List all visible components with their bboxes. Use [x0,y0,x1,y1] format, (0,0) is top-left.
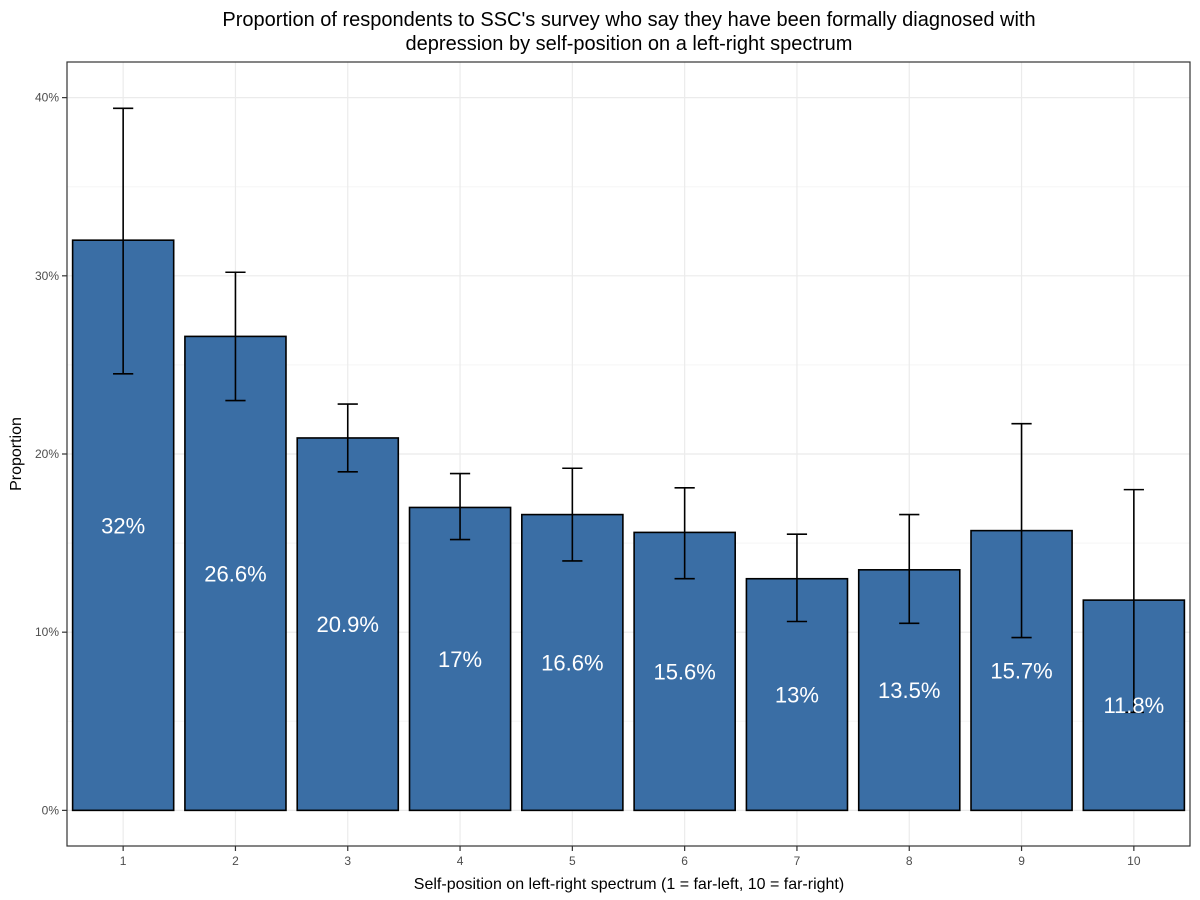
data-label: 13.5% [878,678,940,703]
chart-title-line-2: depression by self-position on a left-ri… [406,33,853,55]
y-axis-title: Proportion [8,417,25,491]
error-bar [225,271,246,402]
data-label: 15.6% [653,659,715,684]
x-tick-label: 5 [569,854,576,868]
error-bar [1123,488,1144,714]
x-tick-label: 6 [681,854,688,868]
x-tick-label: 9 [1018,854,1025,868]
error-bar [786,533,808,623]
bar [184,335,287,812]
data-label: 16.6% [541,650,603,675]
data-label: 11.8% [1103,693,1164,718]
data-label: 26.6% [204,561,266,586]
bars [71,239,1186,812]
data-labels: 32% 26.6% 20.9% 17% 16.6% 15.6% 13% 13.5% 15.7% 1… [101,513,1164,718]
y-tick-label: 0% [42,803,60,817]
x-tick-label: 3 [344,854,351,868]
data-label: 32% [101,513,145,538]
error-bars [113,107,1144,714]
data-label: 17% [438,647,482,672]
bar [521,513,624,812]
data-label: 13% [775,683,819,708]
x-tick-label: 2 [232,854,239,868]
y-tick-label: 30% [35,269,59,283]
x-tick-label: 7 [794,854,801,868]
error-bar [899,513,920,625]
x-tick-label: 8 [906,854,913,868]
bar [296,437,400,812]
chart-title-line-1: Proportion of respondents to SSC's surve… [222,9,1035,31]
y-axis: 0% 10% 20% 30% 40% [35,91,67,817]
data-label: 15.7% [990,658,1052,683]
data-label: 20.9% [317,612,379,637]
error-bar [562,467,583,562]
x-axis: 1 2 3 4 5 6 7 8 9 10 [120,846,1141,868]
bar [408,506,512,812]
y-tick-label: 10% [35,625,59,639]
x-axis-title: Self-position on left-right spectrum (1 … [414,876,844,893]
error-bar [674,487,695,580]
error-bar [1011,422,1032,639]
error-bar [449,472,471,541]
y-tick-label: 20% [35,447,59,461]
error-bar [337,403,358,473]
error-bar [113,107,134,375]
x-tick-label: 10 [1127,854,1141,868]
x-tick-label: 4 [457,854,464,868]
x-tick-label: 1 [120,854,127,868]
y-tick-label: 40% [35,91,59,105]
